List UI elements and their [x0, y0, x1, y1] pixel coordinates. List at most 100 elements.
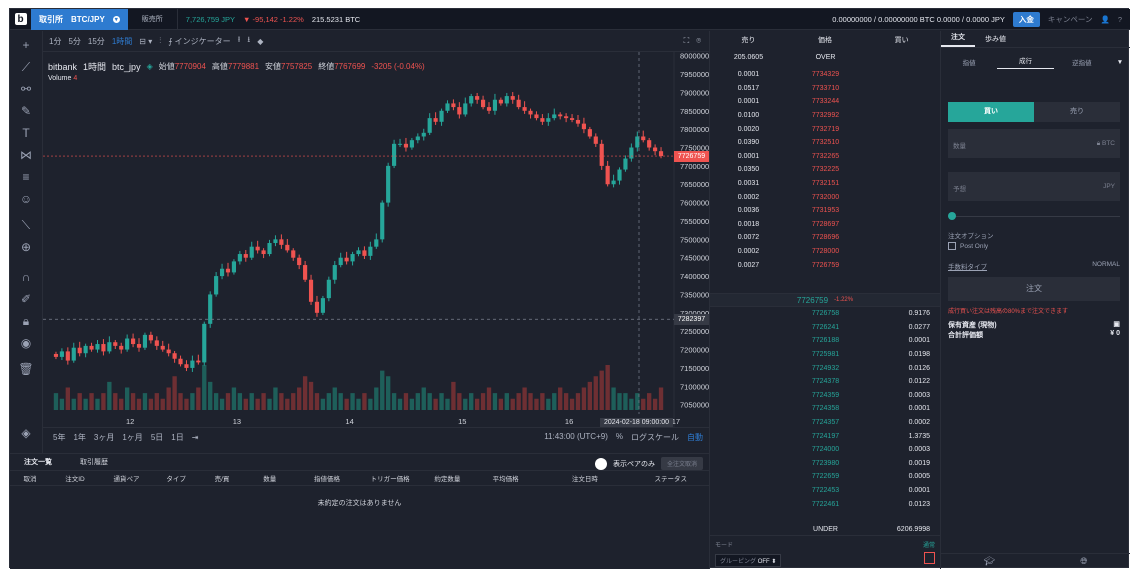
column-header[interactable]: 注文日時 [571, 476, 598, 483]
interval-5m[interactable]: 5分 [68, 36, 81, 46]
layers-icon[interactable]: ◈ [21, 426, 31, 440]
bid-row[interactable]: 7724000 0.0003 [811, 446, 930, 454]
sales-office-link[interactable]: 販売所 [128, 8, 178, 30]
deposit-button[interactable]: 入金 [1012, 11, 1040, 27]
column-header[interactable]: 平均価格 [492, 476, 519, 483]
estimate-field[interactable]: 予想 JPY [948, 172, 1120, 201]
more-types-icon[interactable]: ▼ [1116, 58, 1124, 66]
academy-icon[interactable]: 🎓︎ [983, 556, 996, 566]
column-header[interactable]: 指値価格 [314, 476, 341, 483]
bid-row[interactable]: 7724378 0.0122 [811, 378, 930, 386]
brush-icon[interactable]: ✎ [20, 104, 32, 118]
bid-row[interactable]: 7724359 0.0003 [811, 391, 930, 399]
user-icon[interactable]: 👤 [1100, 14, 1110, 24]
ask-row[interactable]: 0.0002 7732000 [737, 193, 840, 201]
pair-selector-button[interactable]: 取引所 BTC/JPY ▾ [31, 8, 128, 30]
prediction-icon[interactable]: ≡ [22, 170, 30, 184]
ask-row[interactable]: 0.0350 7732225 [737, 166, 840, 174]
bid-row[interactable]: 7722659 0.0005 [811, 473, 930, 481]
bid-row[interactable]: 7724358 0.0001 [811, 405, 930, 413]
bid-row[interactable]: 7724357 0.0002 [811, 419, 930, 427]
ask-row[interactable]: 0.0031 7732151 [737, 180, 840, 188]
compare-icon[interactable]: ⫶ [159, 36, 162, 45]
bid-row[interactable]: 7723980 0.0019 [811, 459, 930, 467]
amount-slider[interactable] [948, 212, 1120, 220]
log-scale-toggle[interactable]: ログスケール [631, 433, 679, 442]
ask-row[interactable]: 0.0036 7731953 [737, 207, 840, 215]
ask-row[interactable]: 0.0100 7732992 [737, 112, 840, 120]
quantity-field[interactable]: 数量 🔒︎ BTC [948, 129, 1120, 158]
bitbank-logo[interactable]: b [10, 9, 31, 30]
ask-row[interactable]: 0.0027 7726759 [737, 261, 840, 269]
submit-order-button[interactable]: 注文 [948, 277, 1120, 301]
eraser-icon[interactable]: ◆ [257, 36, 264, 46]
goto-date-icon[interactable]: ⇥ [191, 433, 199, 442]
tab-trade-history[interactable]: 取引履歴 [80, 459, 108, 466]
range-3m[interactable]: 3ヶ月 [93, 433, 115, 442]
fullscreen-icon[interactable]: ⛶ [683, 36, 690, 45]
upload-icon[interactable]: ⭱ [237, 35, 241, 44]
interval-15m[interactable]: 15分 [87, 36, 105, 46]
range-5y[interactable]: 5年 [53, 433, 66, 442]
tab-trades[interactable]: 歩み値 [985, 36, 1006, 43]
crosshair-icon[interactable]: + [22, 38, 30, 52]
fee-type-link[interactable]: 手数料タイプ [948, 264, 987, 271]
column-header[interactable]: 通貨ペア [113, 476, 140, 483]
column-header[interactable]: タイプ [166, 476, 186, 483]
ruler-icon[interactable]: ⟍ [21, 218, 31, 232]
ask-row[interactable]: 0.0072 7728696 [737, 234, 840, 242]
type-market[interactable]: 成行 [997, 55, 1054, 69]
ask-row[interactable]: 0.0001 7734329 [737, 71, 840, 79]
interval-1m[interactable]: 1分 [49, 36, 62, 46]
ask-row[interactable]: 0.0390 7732510 [737, 139, 840, 147]
grouping-select[interactable]: グルーピング OFF ⬍ [715, 554, 782, 567]
download-icon[interactable]: ⭳ [247, 35, 251, 44]
pattern-icon[interactable]: ⋈ [20, 148, 32, 162]
range-5d[interactable]: 5日 [150, 433, 164, 442]
buy-toggle[interactable]: 買い [948, 102, 1034, 122]
layout-icon[interactable] [924, 552, 935, 564]
ask-row[interactable]: 0.0020 7732719 [737, 125, 840, 133]
percent-toggle[interactable]: % [615, 432, 623, 441]
column-header[interactable]: 売/買 [214, 476, 230, 483]
ask-row[interactable]: 0.0018 7728697 [737, 220, 840, 228]
bid-row[interactable]: 7722461 0.0123 [811, 500, 930, 508]
campaign-link[interactable]: キャンペーン [1047, 14, 1093, 24]
auto-scale-toggle[interactable]: 自動 [687, 433, 703, 442]
bid-row[interactable]: 7724197 1.3735 [811, 432, 930, 440]
sell-toggle[interactable]: 売り [1034, 102, 1120, 122]
column-header[interactable]: 注文ID [65, 476, 85, 483]
bid-row[interactable]: 7726758 0.9176 [811, 310, 930, 318]
ask-row[interactable]: 0.0002 7728000 [737, 248, 840, 256]
ask-row[interactable]: 0.0001 7733244 [737, 98, 840, 106]
lock-icon[interactable]: 🔒︎ [22, 314, 30, 328]
ask-row[interactable]: 0.0517 7733710 [737, 84, 840, 92]
cancel-all-button[interactable]: 全注文取消 [660, 457, 703, 470]
camera-icon[interactable]: ⌾ [696, 36, 701, 45]
type-limit[interactable]: 指値 [962, 60, 976, 67]
interval-1h[interactable]: 1時間 [111, 36, 133, 46]
bid-row[interactable]: 7726241 0.0277 [811, 323, 930, 331]
bid-row[interactable]: 7724932 0.0126 [811, 364, 930, 372]
type-stop[interactable]: 逆指値 [1072, 60, 1092, 67]
trendline-icon[interactable]: ⟋ [21, 60, 31, 74]
eye-icon[interactable]: ◉ [20, 336, 32, 350]
slider-knob[interactable] [948, 212, 956, 220]
column-header[interactable]: ステータス [654, 476, 688, 483]
fib-icon[interactable]: ⚯ [20, 82, 32, 96]
bid-row[interactable]: 7725981 0.0198 [811, 351, 930, 359]
bid-row[interactable]: 7726188 0.0001 [811, 337, 930, 345]
column-header[interactable]: トリガー価格 [370, 476, 410, 483]
column-header[interactable]: 数量 [263, 476, 277, 483]
candle-type-icon[interactable]: ⊟ ▾ [139, 36, 153, 46]
help-icon[interactable]: ? [1117, 14, 1122, 24]
column-header[interactable]: 約定数量 [434, 476, 461, 483]
text-icon[interactable]: T [22, 126, 30, 140]
tab-order[interactable]: 注文 [941, 32, 975, 47]
indicator-button[interactable]: ⨍ インジケーター [168, 36, 231, 46]
globe-icon[interactable]: 🌐︎ [1080, 556, 1088, 566]
tab-open-orders[interactable]: 注文一覧 [24, 459, 52, 466]
trash-icon[interactable]: 🗑︎ [18, 362, 34, 376]
bid-row[interactable]: 7722453 0.0001 [811, 487, 930, 495]
emoji-icon[interactable]: ☺ [19, 192, 33, 206]
